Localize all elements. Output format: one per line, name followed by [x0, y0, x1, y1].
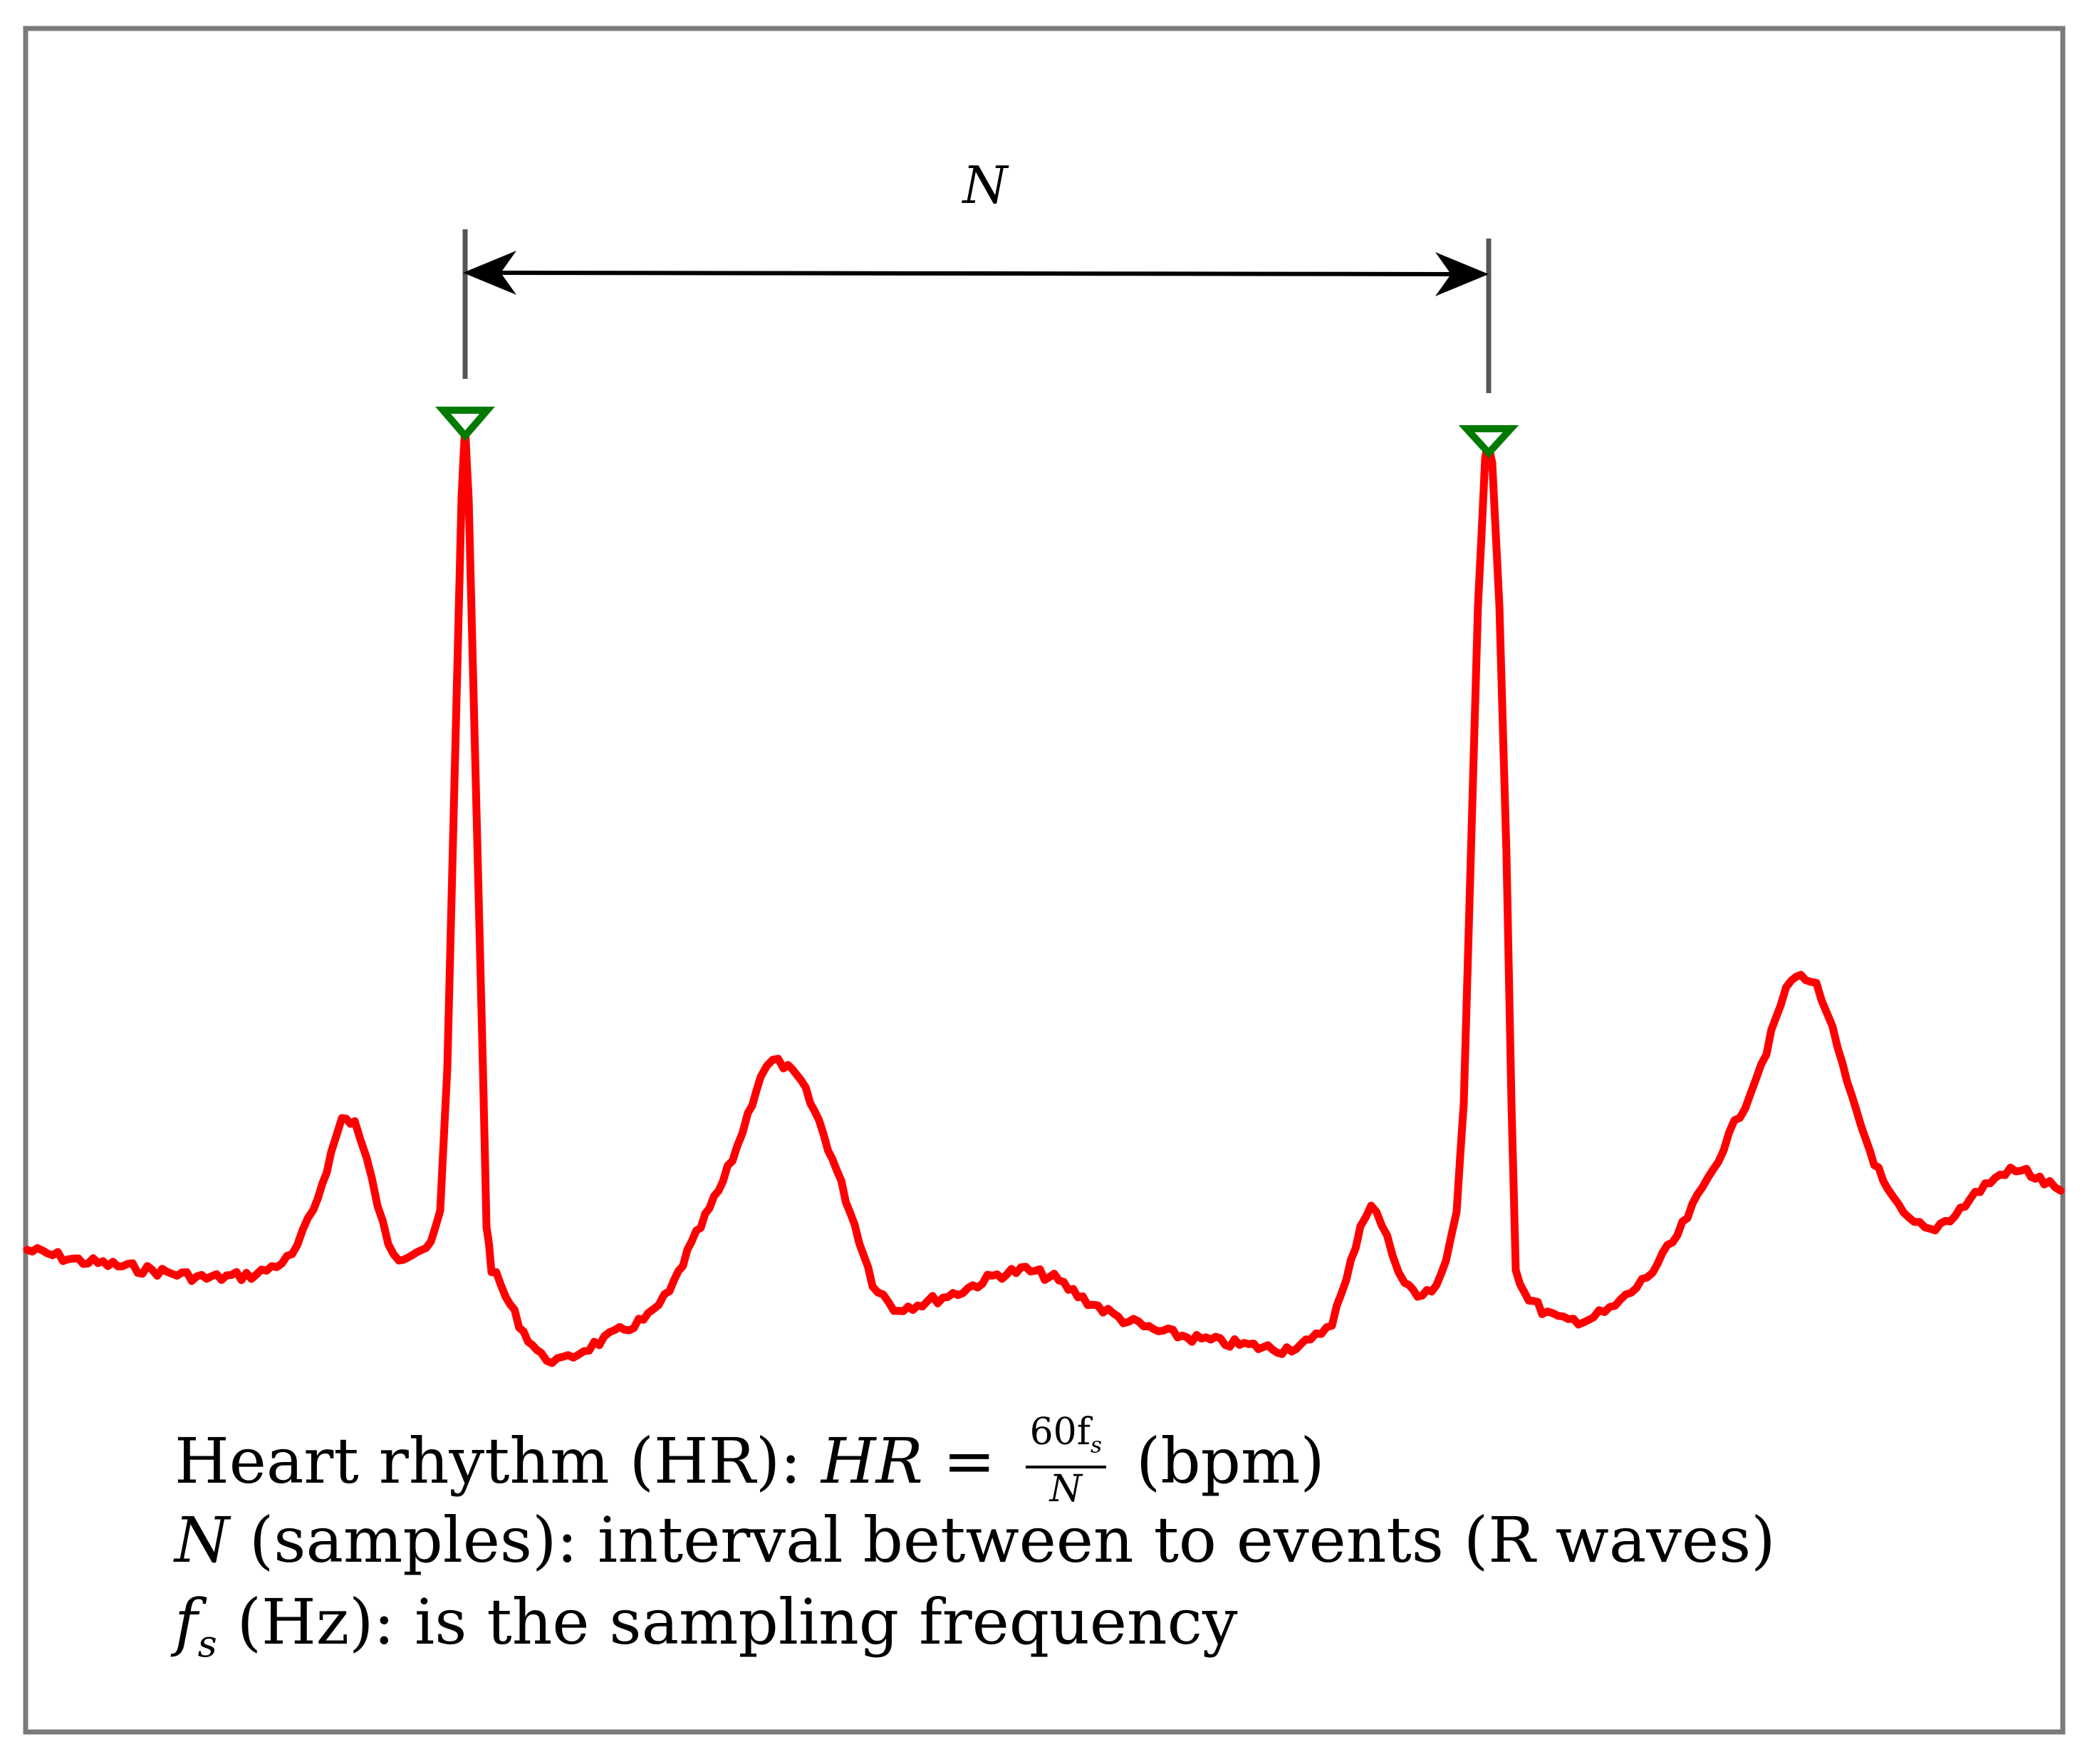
legend-hr-unit: (bpm) [1116, 1424, 1325, 1498]
legend-line-heart-rate: Heart rhythm (HR): HR = 60fs N (bpm) [175, 1411, 1776, 1510]
legend-n-description: (samples): interval between to events (R… [229, 1503, 1776, 1577]
interval-arrow-line [498, 271, 1457, 276]
left-r-peak-marker [435, 407, 495, 442]
legend-equals: = [922, 1424, 1016, 1498]
arrow-head-left [463, 251, 516, 295]
legend: Heart rhythm (HR): HR = 60fs N (bpm) N (s… [175, 1411, 1776, 1666]
legend-n-symbol: N [175, 1503, 229, 1577]
legend-hr-symbol: HR [821, 1424, 923, 1498]
legend-fs-subscript: s [197, 1622, 217, 1666]
legend-hr-label: Heart rhythm (HR): [175, 1424, 821, 1498]
fraction-numerator-subscript: s [1091, 1432, 1103, 1458]
legend-fs-description: (Hz): is the sampling frequency [217, 1585, 1238, 1659]
interval-label: N [962, 155, 1010, 215]
legend-line-samples: N (samples): interval between to events … [175, 1499, 1776, 1581]
legend-hr-fraction: 60fs N [1025, 1411, 1107, 1511]
legend-line-sampling-frequency: fs (Hz): is the sampling frequency [175, 1581, 1776, 1666]
fraction-numerator: 60f [1029, 1411, 1091, 1454]
ecg-signal-trace [23, 422, 2065, 1367]
right-r-peak-marker [1458, 425, 1519, 459]
arrow-head-right [1435, 252, 1489, 296]
legend-fs-symbol: f [175, 1585, 198, 1659]
fraction-denominator: N [1049, 1468, 1083, 1511]
diagram-frame [23, 26, 2066, 1735]
